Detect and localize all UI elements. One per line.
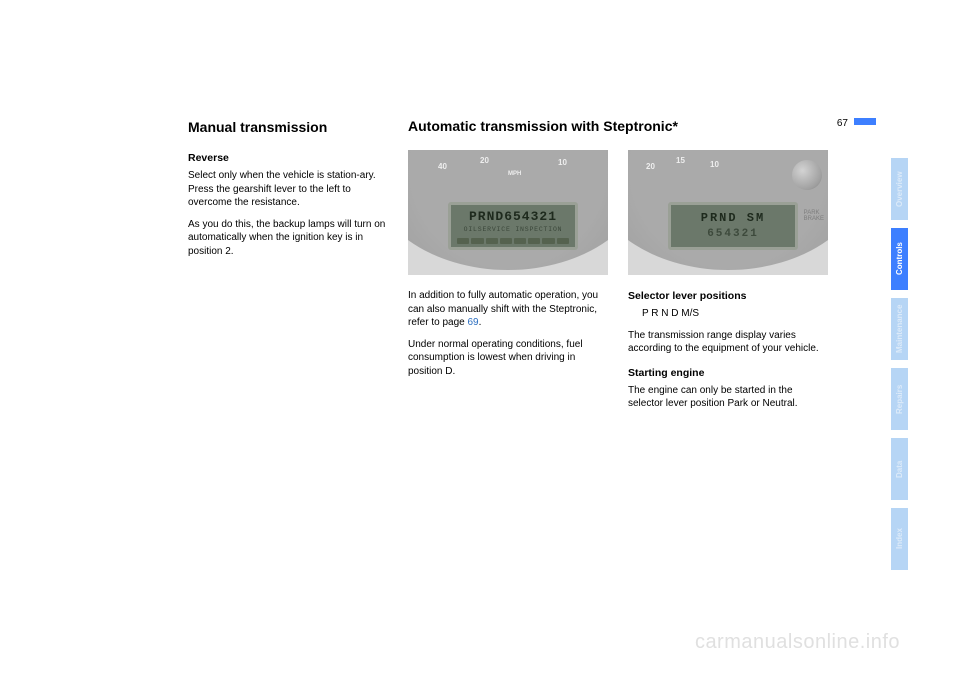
lcd-display-1: PRND654321 OILSERVICE INSPECTION — [448, 202, 578, 250]
para-auto-1: In addition to fully automatic operation… — [408, 289, 608, 330]
para-auto-1a: In addition to fully automatic operation… — [408, 290, 598, 328]
lcd1-line2: OILSERVICE INSPECTION — [464, 226, 563, 235]
link-page-69[interactable]: 69 — [467, 317, 478, 328]
figure-prnd654321: 40 20 10 MPH PRND654321 OILSERVICE INSPE… — [408, 150, 608, 275]
para-reverse-2: As you do this, the backup lamps will tu… — [188, 218, 388, 259]
para-positions: The transmission range display varies ac… — [628, 329, 828, 356]
tab-controls[interactable]: Controls — [891, 228, 908, 290]
lcd2-line2: 654321 — [707, 227, 759, 242]
tick2-10: 10 — [710, 160, 719, 171]
park-brake-badge: PARK BRAKE — [804, 210, 824, 222]
para-starting: The engine can only be started in the se… — [628, 384, 828, 411]
tick-10: 10 — [558, 158, 567, 169]
figure-code-1: 530us238 — [408, 218, 411, 253]
tick2-20: 20 — [646, 162, 655, 173]
heading-manual: Manual transmission — [188, 118, 388, 137]
subheading-reverse: Reverse — [188, 151, 388, 165]
tab-data[interactable]: Data — [891, 438, 908, 500]
figure-code-2: 530us239 — [628, 218, 631, 253]
subheading-positions: Selector lever positions — [628, 289, 828, 303]
lcd-display-2: PRND SM 654321 — [668, 202, 798, 250]
column-manual: Manual transmission Reverse Select only … — [188, 118, 388, 266]
positions-list: P R N D M/S — [628, 307, 828, 321]
lcd1-line1: PRND654321 — [469, 208, 557, 226]
tick-40: 40 — [438, 162, 447, 173]
para-auto-1b: . — [479, 317, 482, 328]
tick2-15: 15 — [676, 156, 685, 167]
para-reverse-1: Select only when the vehicle is station-… — [188, 169, 388, 210]
lcd1-segments — [457, 238, 569, 244]
knob-icon — [792, 160, 822, 190]
tick-mph: MPH — [508, 170, 521, 178]
para-auto-2: Under normal operating conditions, fuel … — [408, 338, 608, 379]
column-automatic-2: 20 15 10 PARK BRAKE PRND SM 654321 530us… — [628, 150, 828, 419]
column-automatic-1: 40 20 10 MPH PRND654321 OILSERVICE INSPE… — [408, 150, 608, 386]
page-indicator-bar — [854, 118, 876, 125]
lcd2-line1: PRND SM — [701, 210, 765, 226]
watermark: carmanualsonline.info — [695, 631, 900, 654]
tab-repairs[interactable]: Repairs — [891, 368, 908, 430]
side-tabs: Overview Controls Maintenance Repairs Da… — [891, 158, 908, 578]
tab-maintenance[interactable]: Maintenance — [891, 298, 908, 360]
tick-20: 20 — [480, 156, 489, 167]
heading-automatic: Automatic transmission with Steptronic* — [408, 118, 848, 134]
figure-prnd-sm: 20 15 10 PARK BRAKE PRND SM 654321 530us… — [628, 150, 828, 275]
tab-index[interactable]: Index — [891, 508, 908, 570]
subheading-starting: Starting engine — [628, 366, 828, 380]
tab-overview[interactable]: Overview — [891, 158, 908, 220]
